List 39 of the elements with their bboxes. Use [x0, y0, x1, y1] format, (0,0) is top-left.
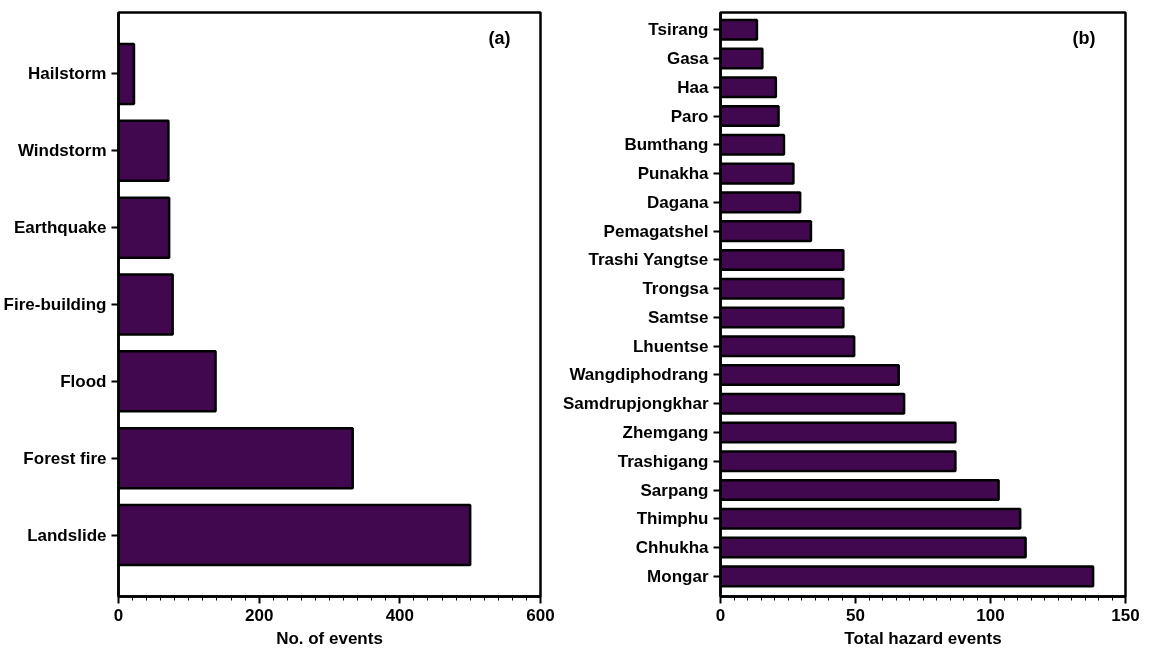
y-tick-label: Samdrupjongkhar	[563, 394, 709, 414]
y-tick-label: Sarpang	[640, 480, 709, 500]
y-tick-label: Earthquake	[13, 218, 107, 238]
y-tick-label: Zhemgang	[622, 423, 709, 443]
y-tick-label: Dagana	[647, 192, 710, 212]
x-tick-label: 400	[385, 605, 415, 625]
y-tick-label: Trashigang	[617, 451, 709, 471]
annotation: (b)	[1072, 27, 1096, 48]
y-tick-label: Trongsa	[642, 279, 710, 299]
y-tick-label: Gasa	[666, 49, 710, 69]
y-tick-label: Chhukha	[635, 538, 710, 558]
x-tick-label: 0	[715, 605, 726, 625]
x-tick-label: 150	[1111, 605, 1140, 625]
y-tick-label: Hailstorm	[28, 64, 107, 84]
y-tick-label: Haa	[677, 77, 710, 97]
annotation: (a)	[488, 27, 511, 48]
y-tick-label: Landslide	[27, 525, 107, 545]
y-tick-label: Samtse	[648, 307, 709, 327]
x-tick-label: 200	[244, 605, 274, 625]
y-tick-label: Windstorm	[17, 141, 107, 161]
x-tick-label: 50	[846, 605, 865, 625]
y-tick-label: Pemagatshel	[603, 221, 709, 241]
y-tick-label: Paro	[670, 106, 709, 126]
y-tick-label: Wangdiphodrang	[569, 365, 709, 385]
y-tick-label: Fire-building	[3, 295, 107, 314]
x-tick-label: 100	[976, 605, 1005, 625]
y-tick-label: Flood	[60, 371, 107, 391]
x-axis-title: No. of events	[276, 628, 383, 648]
x-axis-title: Total hazard events	[844, 628, 1002, 648]
y-tick-label: Trashi Yangtse	[588, 250, 709, 270]
x-tick-label: 0	[113, 605, 124, 625]
y-tick-label: Lhuentse	[632, 336, 709, 356]
y-tick-label: Forest fire	[23, 448, 107, 468]
y-tick-label: Punakha	[637, 164, 710, 184]
y-tick-label: Thimphu	[636, 509, 709, 529]
y-tick-label: Mongar	[647, 566, 709, 586]
y-tick-label: Bumthang	[624, 135, 709, 155]
y-tick-label: Tsirang	[648, 20, 709, 40]
x-tick-label: 600	[526, 605, 555, 625]
